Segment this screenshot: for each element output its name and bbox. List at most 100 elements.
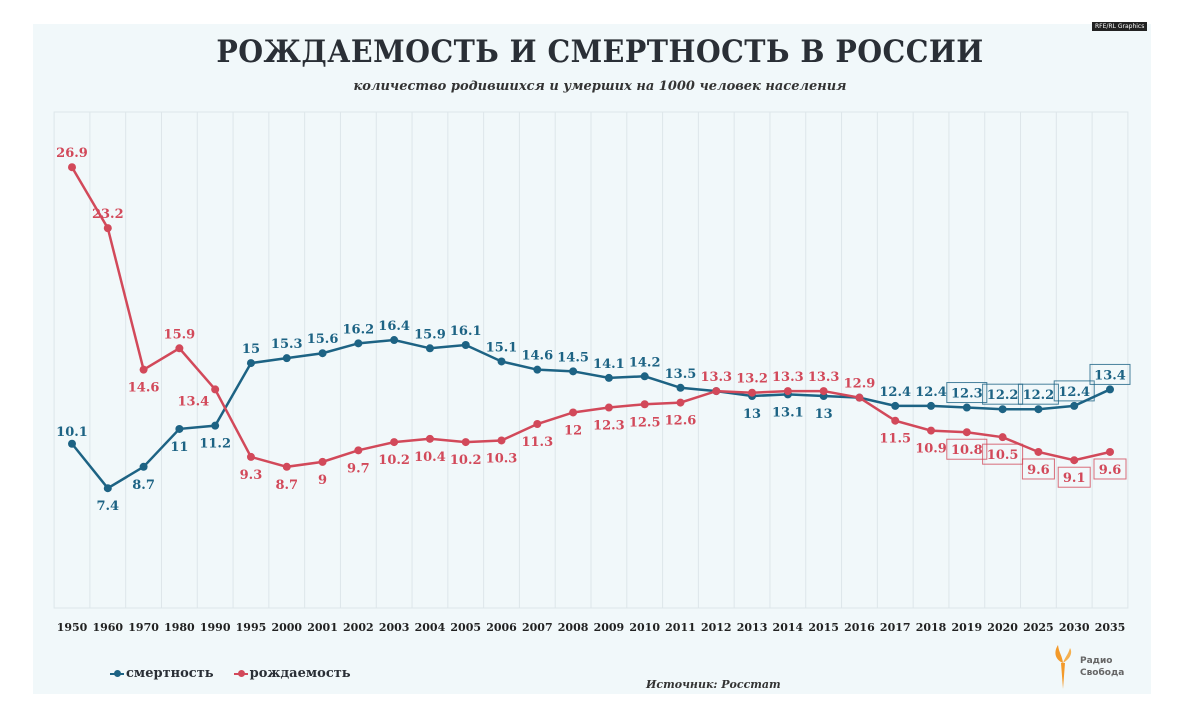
- forecast-label-box: [1089, 363, 1131, 385]
- x-tick-label: 1960: [92, 621, 123, 634]
- data-label: 7.4: [96, 499, 119, 514]
- data-point: [246, 452, 255, 461]
- data-point: [461, 340, 470, 349]
- data-label: 9: [318, 473, 327, 488]
- data-point: [425, 344, 434, 353]
- x-tick-label: 1980: [164, 621, 195, 634]
- legend-swatch: [233, 669, 248, 677]
- data-label: 15.1: [486, 340, 518, 355]
- chart-panel: [33, 24, 1151, 694]
- data-label: 13.5: [665, 367, 697, 382]
- data-label: 11: [170, 440, 188, 455]
- data-point: [139, 462, 148, 471]
- x-tick-label: 1995: [236, 621, 267, 634]
- x-tick-label: 2019: [952, 621, 983, 634]
- data-point: [354, 339, 363, 348]
- data-label: 10.3: [486, 451, 518, 466]
- data-label: 13: [743, 407, 761, 422]
- data-point: [891, 416, 900, 425]
- data-label: 12.4: [879, 385, 911, 400]
- data-point: [175, 344, 184, 353]
- x-tick-label: 2030: [1059, 621, 1090, 634]
- data-label: 11.5: [879, 432, 911, 447]
- forecast-label-box: [982, 443, 1024, 465]
- data-label: 16.1: [450, 324, 482, 339]
- data-point: [68, 439, 76, 448]
- data-label: 12.3: [593, 419, 625, 434]
- data-label: 13.4: [178, 394, 210, 409]
- forecast-label-box: [946, 382, 988, 404]
- data-label: 13: [815, 407, 833, 422]
- data-label: 12.4: [915, 385, 947, 400]
- data-point: [390, 438, 399, 447]
- data-point: [962, 403, 971, 412]
- data-label: 15: [242, 342, 260, 357]
- data-label: 14.5: [557, 350, 589, 365]
- data-label: 16.4: [378, 319, 410, 334]
- forecast-label-box: [1093, 458, 1127, 480]
- x-tick-label: 2005: [450, 621, 481, 634]
- chart-subtitle: количество родившихся и умерших на 1000 …: [353, 79, 847, 94]
- forecast-label-box: [946, 438, 988, 460]
- data-point: [211, 385, 220, 394]
- data-point: [712, 387, 721, 396]
- data-label: 23.2: [92, 207, 124, 222]
- data-label: 13.3: [772, 370, 804, 385]
- data-label: 26.9: [56, 146, 88, 161]
- data-label: 15.9: [414, 327, 446, 342]
- data-label: 15.9: [164, 327, 196, 342]
- data-point: [318, 349, 327, 358]
- data-label: 9.6: [1099, 463, 1122, 478]
- data-point: [640, 372, 649, 381]
- data-point: [927, 426, 936, 435]
- data-label: 12.5: [629, 415, 661, 430]
- credit-badge: RFE/RL Graphics: [1092, 22, 1148, 31]
- data-label: 13.4: [1094, 368, 1126, 383]
- x-tick-label: 2009: [594, 621, 625, 634]
- data-label: 11.3: [521, 435, 553, 450]
- data-label: 12: [564, 423, 582, 438]
- x-tick-label: 2011: [665, 621, 696, 634]
- data-point: [533, 420, 542, 429]
- x-tick-label: 2010: [629, 621, 660, 634]
- data-point: [425, 434, 434, 443]
- data-label: 9.6: [1027, 463, 1050, 478]
- legend-item-births: рождаемость: [233, 666, 351, 681]
- x-tick-label: 2018: [916, 621, 947, 634]
- data-point: [640, 400, 649, 409]
- x-tick-label: 2012: [701, 621, 732, 634]
- data-label: 15.6: [307, 332, 339, 347]
- data-label: 9.7: [347, 461, 370, 476]
- data-label: 9.3: [240, 468, 263, 483]
- data-point: [461, 438, 470, 447]
- forecast-label-box: [1021, 458, 1055, 480]
- radio-svoboda-logo: Радио Свобода: [1052, 645, 1124, 689]
- forecast-label-box: [1057, 466, 1091, 488]
- x-tick-label: 1990: [200, 621, 231, 634]
- data-point: [604, 403, 613, 412]
- legend-label: смертность: [126, 666, 214, 681]
- data-point: [139, 365, 148, 374]
- data-label: 10.8: [951, 443, 983, 458]
- legend: смертность рождаемость: [110, 666, 351, 681]
- data-label: 10.5: [987, 448, 1019, 463]
- x-tick-label: 1950: [57, 621, 88, 634]
- data-label: 8.7: [132, 478, 155, 493]
- data-point: [1070, 401, 1079, 410]
- data-label: 10.9: [915, 442, 947, 457]
- data-label: 14.1: [593, 357, 625, 372]
- data-label: 12.9: [844, 377, 876, 392]
- data-label: 13.2: [736, 372, 768, 387]
- data-label: 10.2: [378, 453, 410, 468]
- data-point: [211, 421, 220, 430]
- data-label: 13.1: [772, 405, 804, 420]
- data-label: 14.6: [521, 349, 553, 364]
- data-point: [998, 405, 1007, 414]
- data-point: [783, 387, 792, 396]
- forecast-label-box: [982, 383, 1024, 405]
- legend-label: рождаемость: [249, 666, 351, 681]
- data-point: [1106, 447, 1114, 456]
- data-label: 14.2: [629, 355, 661, 370]
- data-point: [103, 224, 112, 233]
